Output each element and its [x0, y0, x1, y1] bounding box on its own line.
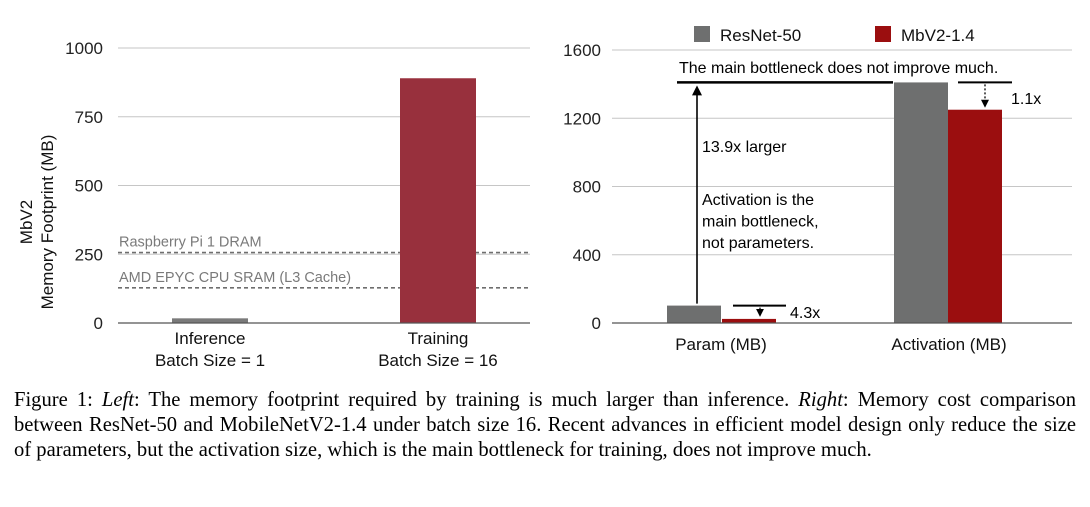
left-chart: 0 250 500 750 1000 MbV2 Memory Footprint (MB) R… [17, 39, 530, 370]
x-tick-label: Training Batch Size = 16 [378, 329, 498, 370]
legend-label: MbV2-1.4 [901, 26, 975, 45]
y-axis-label: MbV2 Memory Footprint (MB) [17, 135, 57, 310]
y-tick-label: 800 [573, 178, 601, 197]
act-reduction-label: 1.1x [1011, 91, 1041, 108]
growth-annotation: 13.9x larger [702, 139, 787, 156]
bottleneck-annotation: The main bottleneck does not improve muc… [679, 60, 998, 77]
reference-line-label: AMD EPYC CPU SRAM (L3 Cache) [119, 270, 351, 286]
bar [667, 305, 721, 323]
bar [894, 82, 948, 323]
legend-swatch [694, 26, 710, 42]
y-tick-label: 1200 [563, 109, 601, 128]
reference-line-label: Raspberry Pi 1 DRAM [119, 235, 262, 251]
x-tick-label: Inference Batch Size = 1 [155, 329, 265, 370]
y-tick-label: 750 [75, 108, 103, 127]
bottleneck-note: Activation is the main bottleneck, not par… [702, 192, 819, 252]
figure-caption: Figure 1: Left: The memory footprint req… [14, 388, 1076, 463]
x-tick-label: Param (MB) [675, 335, 767, 354]
bar [400, 78, 476, 323]
y-tick-label: 250 [75, 245, 103, 264]
y-tick-label: 1000 [65, 39, 103, 58]
caption-right-text: : Memory cost comparison between ResNet-… [14, 389, 1076, 461]
y-tick-label: 0 [94, 314, 103, 333]
bar [172, 318, 248, 323]
y-tick-label: 500 [75, 177, 103, 196]
right-chart: 0 400 800 1200 1600 ResNet-50 MbV2-1.4 Param (M… [563, 26, 1072, 354]
legend-label: ResNet-50 [720, 26, 801, 45]
x-tick-label: Activation (MB) [891, 335, 1006, 354]
caption-right-tag: Right [798, 389, 843, 411]
caption-left-tag: Left [101, 389, 134, 411]
y-tick-label: 1600 [563, 41, 601, 60]
bar [948, 109, 1002, 323]
y-tick-label: 400 [573, 246, 601, 265]
caption-label: Figure 1: [14, 389, 102, 411]
figure: 0 250 500 750 1000 MbV2 Memory Footprint (MB) R… [17, 26, 1072, 370]
bar [722, 318, 776, 323]
param-reduction-label: 4.3x [790, 305, 820, 322]
caption-left-text: : The memory footprint required by train… [133, 389, 799, 411]
legend-swatch [875, 26, 891, 42]
y-tick-label: 0 [592, 314, 601, 333]
